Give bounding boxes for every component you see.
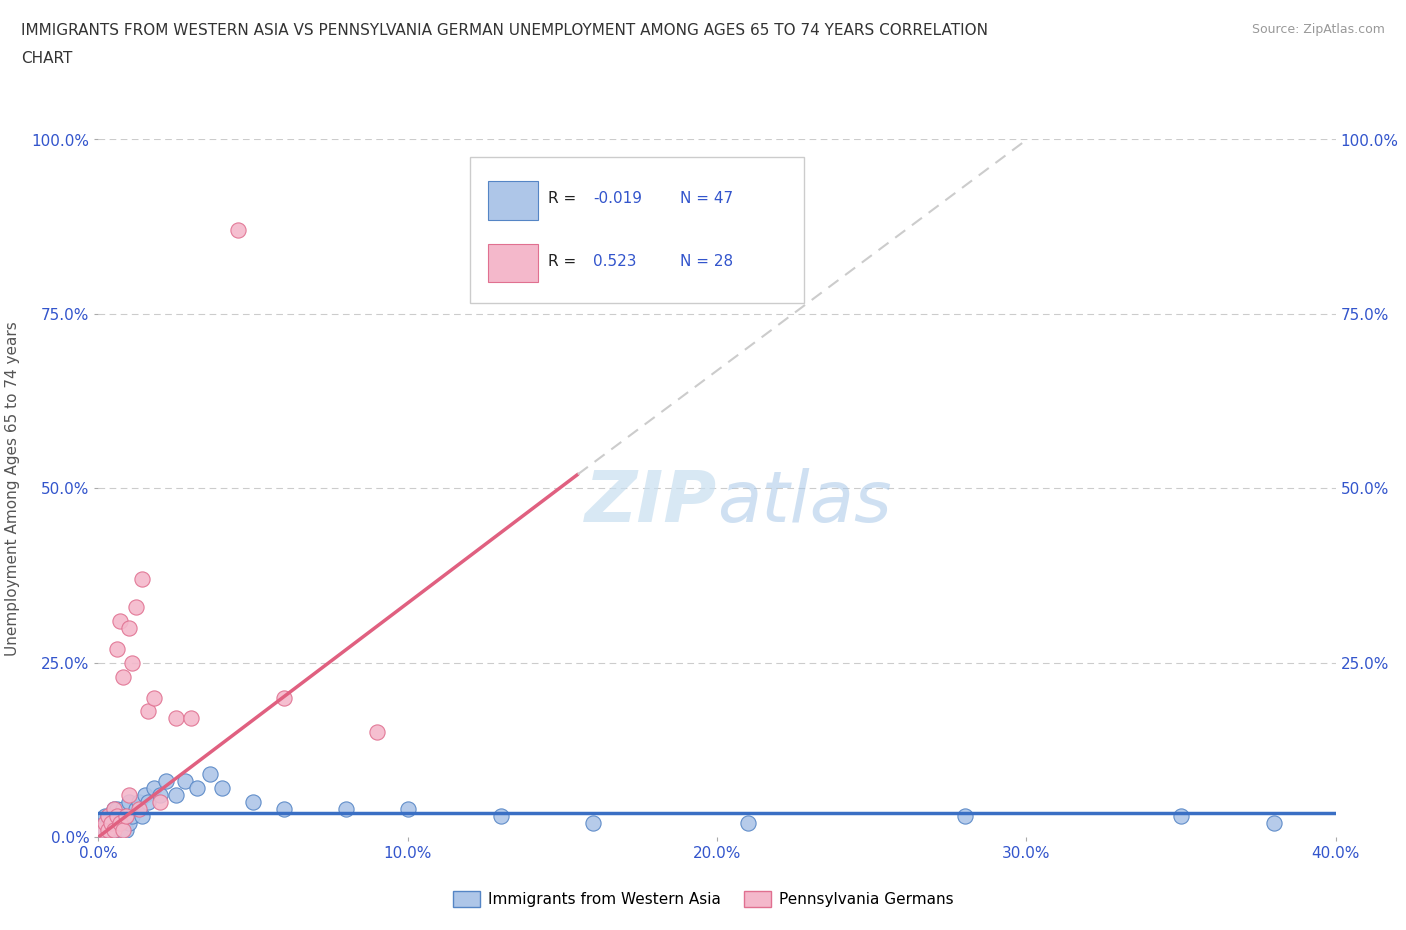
Point [97, 809, 120, 824]
Point [396, 802, 419, 817]
Point [97, 816, 120, 830]
Point [105, 642, 128, 657]
Point [115, 809, 138, 824]
Point [582, 816, 605, 830]
Point [100, 823, 122, 838]
Point [136, 704, 159, 719]
Point [211, 781, 233, 796]
Point [90, 823, 112, 838]
Point [226, 223, 249, 238]
Text: atlas: atlas [717, 468, 891, 537]
Point [100, 816, 122, 830]
Point [165, 711, 187, 725]
FancyBboxPatch shape [488, 181, 537, 219]
Point [737, 816, 759, 830]
Point [953, 809, 976, 824]
Point [198, 766, 221, 781]
Point [103, 823, 125, 838]
Point [149, 794, 172, 809]
Point [105, 823, 128, 838]
Point [273, 802, 295, 817]
Point [118, 788, 141, 803]
Point [108, 816, 131, 830]
Point [115, 823, 138, 838]
Point [186, 781, 208, 796]
Point [112, 816, 135, 830]
Point [1170, 809, 1192, 824]
Text: IMMIGRANTS FROM WESTERN ASIA VS PENNSYLVANIA GERMAN UNEMPLOYMENT AMONG AGES 65 T: IMMIGRANTS FROM WESTERN ASIA VS PENNSYLV… [21, 23, 988, 38]
Point [136, 794, 159, 809]
Point [108, 614, 131, 629]
Point [242, 794, 264, 809]
Point [90, 816, 112, 830]
Point [103, 802, 125, 817]
Point [180, 711, 202, 725]
Text: -0.019: -0.019 [593, 192, 643, 206]
Point [108, 823, 131, 838]
Point [128, 794, 150, 809]
Y-axis label: Unemployment Among Ages 65 to 74 years: Unemployment Among Ages 65 to 74 years [6, 321, 20, 656]
Point [155, 774, 177, 789]
Legend: Immigrants from Western Asia, Pennsylvania Germans: Immigrants from Western Asia, Pennsylvan… [447, 884, 959, 913]
Point [121, 809, 143, 824]
Point [118, 794, 141, 809]
FancyBboxPatch shape [488, 245, 537, 283]
Text: ZIP: ZIP [585, 468, 717, 537]
FancyBboxPatch shape [470, 157, 804, 303]
Point [108, 816, 131, 830]
Point [105, 802, 128, 817]
Point [134, 788, 156, 803]
Point [103, 816, 125, 830]
Point [273, 690, 295, 705]
Point [97, 823, 120, 838]
Text: N = 28: N = 28 [681, 254, 733, 269]
Point [118, 620, 141, 635]
Point [366, 725, 388, 740]
Point [131, 809, 153, 824]
Point [93, 816, 115, 830]
Point [97, 809, 120, 824]
Point [112, 670, 135, 684]
Point [112, 823, 135, 838]
Point [1263, 816, 1285, 830]
Point [103, 823, 125, 838]
Point [149, 788, 172, 803]
Text: 0.523: 0.523 [593, 254, 637, 269]
Point [489, 809, 512, 824]
Point [143, 690, 166, 705]
Point [93, 823, 115, 838]
Point [165, 788, 187, 803]
Point [105, 809, 128, 824]
Point [103, 802, 125, 817]
Point [128, 802, 150, 817]
Point [143, 781, 166, 796]
Point [124, 600, 146, 615]
Text: R =: R = [547, 254, 581, 269]
Point [118, 816, 141, 830]
Point [124, 802, 146, 817]
Point [93, 809, 115, 824]
Point [112, 802, 135, 817]
Point [115, 809, 138, 824]
Text: Source: ZipAtlas.com: Source: ZipAtlas.com [1251, 23, 1385, 36]
Point [121, 656, 143, 671]
Text: CHART: CHART [21, 51, 73, 66]
Text: R =: R = [547, 192, 581, 206]
Point [335, 802, 357, 817]
Point [131, 571, 153, 587]
Text: N = 47: N = 47 [681, 192, 733, 206]
Point [105, 816, 128, 830]
Point [90, 823, 112, 838]
Point [174, 774, 197, 789]
Point [100, 809, 122, 824]
Point [108, 809, 131, 824]
